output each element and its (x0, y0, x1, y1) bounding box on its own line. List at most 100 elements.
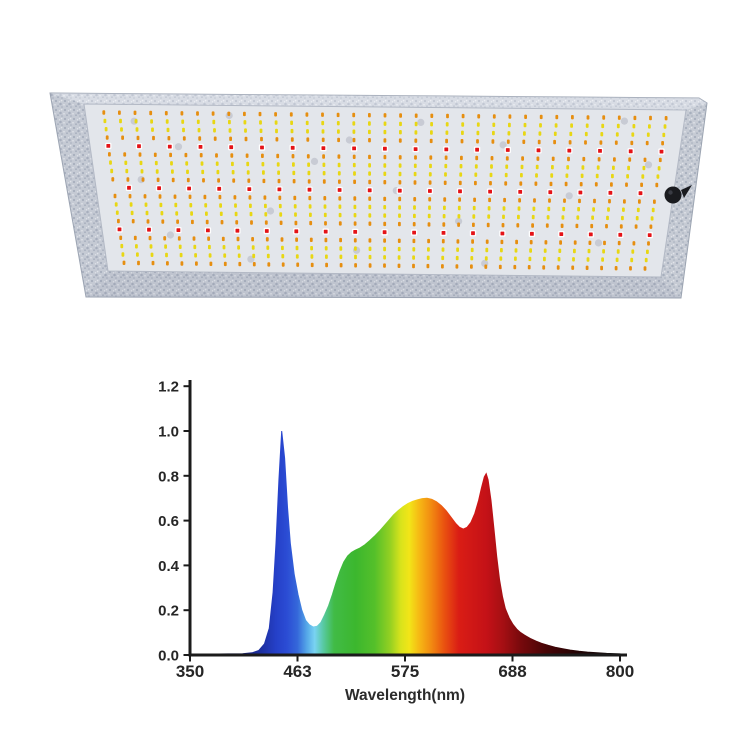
led-dot-yellow (149, 244, 153, 249)
led-dot-orange (429, 138, 433, 144)
led-dot-orange (321, 112, 324, 117)
led-dot-yellow (181, 119, 185, 124)
led-dot-orange (215, 153, 218, 158)
led-dot-orange (352, 112, 356, 118)
led-dot-orange (412, 263, 415, 269)
led-dot-orange (131, 219, 135, 224)
led-dot-yellow (368, 129, 371, 135)
led-dot-yellow (412, 247, 416, 252)
led-dot-yellow (216, 169, 220, 175)
led-dot-orange (461, 113, 465, 119)
led-dot-yellow (159, 202, 163, 208)
led-dot-red (567, 148, 572, 153)
led-dot-yellow (398, 213, 401, 218)
led-dot-orange (645, 140, 649, 146)
led-dot-yellow (325, 254, 328, 259)
led-dot-yellow (520, 173, 523, 178)
led-dot-orange (353, 179, 356, 184)
led-dot-yellow (337, 171, 341, 176)
led-dot-yellow (557, 257, 561, 262)
led-dot-yellow (398, 171, 402, 177)
led-dot-orange (586, 115, 590, 120)
led-dot-yellow (476, 122, 480, 127)
led-dot-yellow (642, 165, 646, 171)
led-dot-yellow (632, 124, 636, 129)
led-dot-yellow (323, 204, 327, 209)
led-dot-yellow (337, 162, 341, 168)
led-dot-yellow (487, 214, 491, 219)
led-dot-orange (472, 222, 475, 227)
led-dot-yellow (383, 213, 387, 218)
led-dot-yellow (281, 254, 285, 259)
led-dot-orange (471, 239, 474, 244)
led-dot-yellow (657, 166, 661, 171)
led-dot-orange (513, 264, 517, 270)
led-dot-yellow (339, 246, 343, 251)
led-dot-yellow (543, 256, 546, 262)
led-dot-yellow (442, 214, 446, 219)
led-dot-yellow (353, 213, 357, 218)
led-dot-red (127, 185, 131, 190)
y-tick-label: 0.0 (158, 648, 179, 665)
led-dot-red (428, 189, 432, 193)
led-dot-yellow (262, 170, 265, 175)
led-dot-orange (180, 111, 184, 116)
led-dot-orange (337, 154, 341, 159)
led-dot-red (488, 189, 492, 194)
led-dot-yellow (234, 211, 238, 217)
led-dot-yellow (223, 253, 227, 258)
led-dot-orange (213, 136, 217, 141)
led-dot-yellow (602, 249, 605, 254)
x-axis-title: Wavelength(nm) (345, 687, 465, 704)
led-dot-yellow (428, 205, 431, 210)
led-dot-orange (119, 235, 123, 240)
led-dot-orange (485, 239, 489, 244)
led-dot-yellow (601, 257, 604, 262)
led-dot-yellow (662, 132, 666, 138)
led-dot-orange (492, 114, 496, 119)
led-dot-orange (428, 197, 432, 202)
led-dot-yellow (228, 128, 232, 133)
led-dot-orange (105, 135, 109, 140)
led-dot-orange (515, 239, 518, 245)
led-dot-orange (619, 224, 623, 229)
led-dot-orange (458, 197, 461, 202)
led-dot-orange (575, 223, 579, 229)
led-dot-orange (414, 155, 417, 160)
mounting-hole (310, 157, 319, 165)
led-dot-yellow (166, 127, 170, 133)
led-dot-orange (121, 135, 124, 140)
led-dot-yellow (246, 161, 250, 167)
led-dot-orange (443, 197, 447, 202)
led-dot-yellow (508, 122, 511, 128)
led-dot-orange (578, 198, 581, 204)
led-dot-red (618, 232, 623, 237)
led-dot-orange (368, 196, 372, 201)
led-dot-yellow (215, 161, 219, 166)
led-dot-orange (455, 264, 459, 269)
led-dot-orange (195, 261, 198, 266)
led-dot-yellow (500, 248, 503, 253)
led-dot-orange (593, 198, 596, 204)
led-dot-orange (585, 265, 589, 270)
led-dot-yellow (194, 253, 197, 258)
led-dot-yellow (219, 211, 223, 216)
led-dot-orange (614, 266, 618, 271)
led-dot-orange (102, 110, 106, 115)
led-dot-orange (136, 135, 140, 141)
led-dot-orange (500, 239, 504, 245)
led-dot-orange (276, 153, 280, 159)
led-dot-orange (537, 139, 541, 145)
led-dot-yellow (616, 123, 620, 129)
led-dot-yellow (323, 212, 327, 218)
led-dot-yellow (505, 164, 509, 169)
led-dot-yellow (292, 162, 295, 167)
led-dot-orange (610, 182, 613, 187)
led-dot-orange (203, 194, 207, 200)
led-dot-yellow (204, 203, 208, 208)
led-dot-yellow (309, 212, 312, 217)
led-dot-yellow (150, 252, 154, 257)
led-dot-yellow (570, 123, 573, 128)
chart-axes (188, 380, 627, 657)
led-dot-yellow (231, 161, 234, 167)
